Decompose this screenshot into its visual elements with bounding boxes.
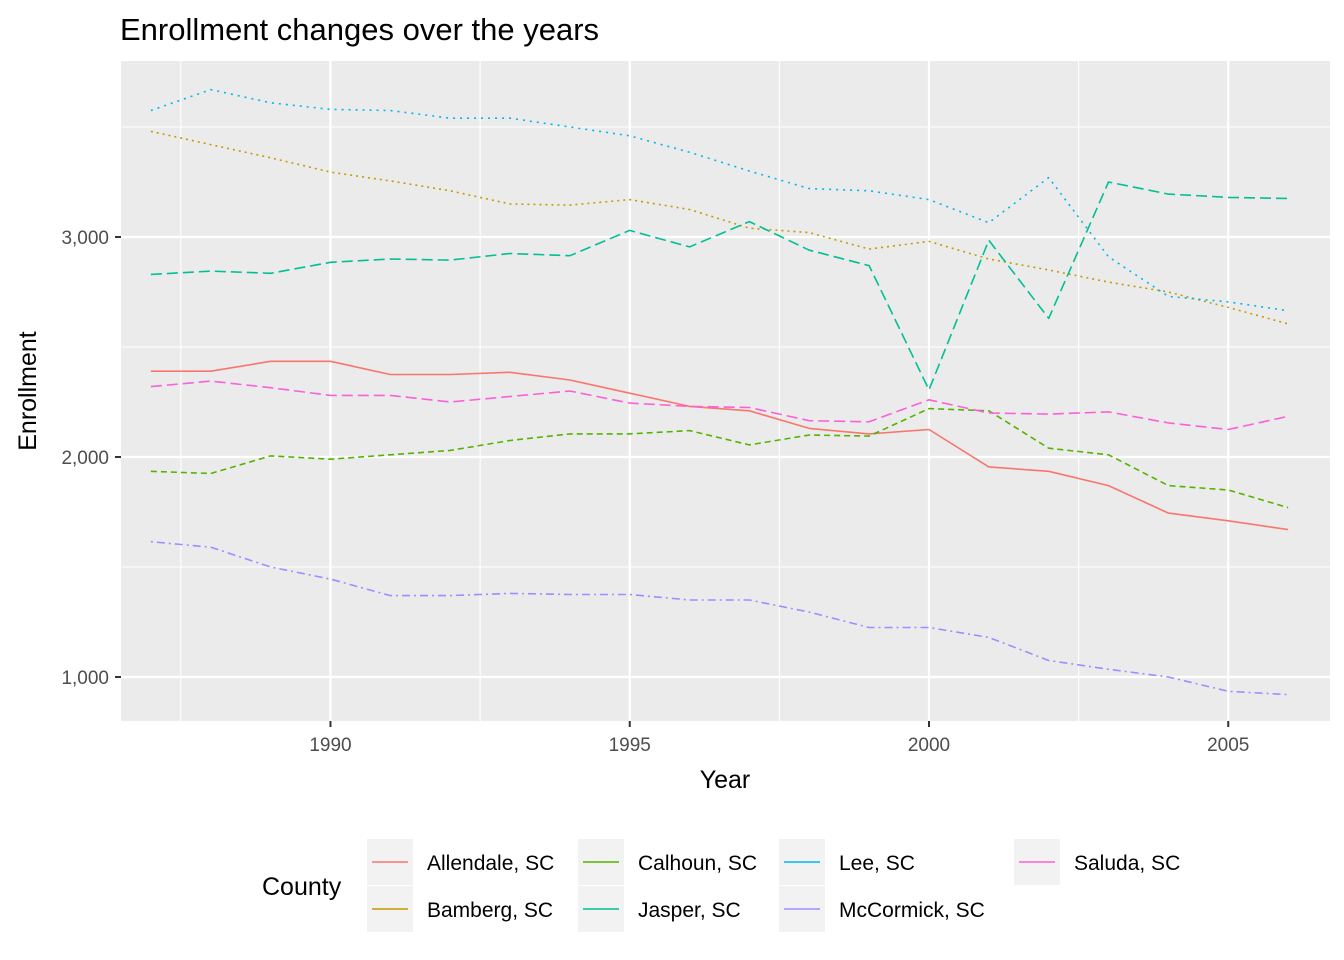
x-axis-ticks: 1990 1995 2000 2005: [309, 721, 1249, 756]
y-tick-label: 1,000: [61, 668, 109, 689]
legend-item-saluda-sc: Saluda, SC: [1014, 839, 1180, 885]
legend: Allendale, SC Bamberg, SC Calhoun, SC Jaspe…: [367, 839, 1180, 932]
series-line-allendale-sc: [150, 360, 1289, 531]
series-line-bamberg-sc: [150, 130, 1289, 325]
x-axis-title: Year: [700, 766, 751, 794]
grid-lines: [121, 61, 1330, 721]
series-line-calhoun-sc: [150, 407, 1289, 509]
x-tick-label: 1990: [309, 735, 351, 756]
x-tick-label: 2000: [908, 735, 950, 756]
legend-label: Saluda, SC: [1074, 852, 1180, 875]
legend-label: Bamberg, SC: [427, 899, 553, 922]
legend-title: County: [262, 873, 342, 901]
x-tick-label: 2005: [1207, 735, 1249, 756]
legend-label: Allendale, SC: [427, 852, 554, 875]
legend-item-lee-sc: Lee, SC: [779, 839, 915, 885]
legend-item-jasper-sc: Jasper, SC: [578, 886, 741, 932]
y-axis-ticks: 1,000 2,000 3,000: [61, 228, 121, 689]
legend-label: Lee, SC: [839, 852, 915, 875]
y-tick-label: 2,000: [61, 448, 109, 469]
legend-label: McCormick, SC: [839, 899, 985, 922]
legend-item-bamberg-sc: Bamberg, SC: [367, 886, 553, 932]
y-tick-label: 3,000: [61, 228, 109, 249]
legend-label: Jasper, SC: [638, 899, 741, 922]
legend-item-calhoun-sc: Calhoun, SC: [578, 839, 757, 885]
legend-label: Calhoun, SC: [638, 852, 757, 875]
legend-item-allendale-sc: Allendale, SC: [367, 839, 554, 885]
chart-title: Enrollment changes over the years: [120, 12, 599, 47]
legend-item-mccormick-sc: McCormick, SC: [779, 886, 985, 932]
y-axis-title: Enrollment: [14, 331, 42, 451]
series-lines: [150, 88, 1289, 696]
series-line-mccormick-sc: [150, 540, 1289, 696]
plot-panel: [121, 61, 1330, 721]
x-tick-label: 1995: [609, 735, 651, 756]
series-line-lee-sc: [150, 88, 1289, 312]
series-line-jasper-sc: [150, 181, 1289, 391]
